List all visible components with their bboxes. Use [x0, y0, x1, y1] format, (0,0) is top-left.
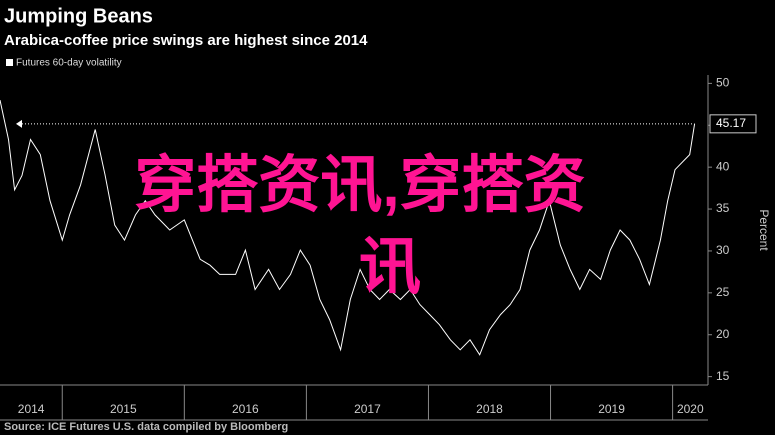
legend-swatch: [6, 59, 13, 66]
watermark: 穿搭资讯,穿搭资讯: [134, 151, 585, 302]
chart-subtitle: Arabica-coffee price swings are highest …: [4, 32, 368, 49]
y-tick-label: 35: [716, 201, 730, 215]
last-value-label: 45.17: [716, 116, 746, 130]
x-tick-label: 2015: [110, 402, 137, 416]
y-tick-label: 50: [716, 76, 730, 90]
x-tick-label: 2020: [677, 402, 704, 416]
x-tick-label: 2017: [354, 402, 381, 416]
y-axis-label: Percent: [757, 209, 771, 251]
line: [0, 99, 696, 356]
x-tick-label: 2018: [476, 402, 503, 416]
y-tick-label: 30: [716, 243, 730, 257]
x-tick-label: 2016: [232, 402, 259, 416]
x-tick-label: 2014: [18, 402, 45, 416]
y-tick-label: 15: [716, 369, 730, 383]
y-tick-label: 25: [716, 285, 730, 299]
guide-arrow: [16, 119, 22, 128]
last-value-box: [709, 114, 757, 134]
legend-label: Futures 60-day volatility: [16, 58, 122, 69]
source: Source: ICE Futures U.S. data compiled b…: [4, 421, 288, 433]
chart-title: Jumping Beans: [4, 5, 153, 27]
y-tick-label: 20: [716, 327, 730, 341]
x-tick-label: 2019: [598, 402, 625, 416]
y-tick-label: 40: [716, 159, 730, 173]
